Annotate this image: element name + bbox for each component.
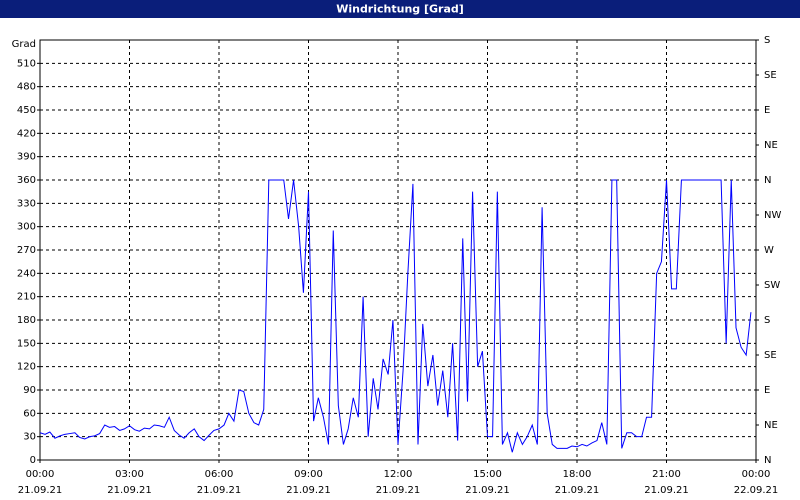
- x-tick-date: 21.09.21: [286, 485, 331, 496]
- x-tick-label: 21:00: [652, 469, 681, 480]
- y-tick-label: 300: [17, 222, 36, 233]
- y-tick-label: 150: [17, 338, 36, 349]
- y2-tick-label: W: [764, 245, 774, 256]
- x-tick-date: 21.09.21: [465, 485, 510, 496]
- x-tick-label: 09:00: [294, 469, 323, 480]
- x-tick-label: 06:00: [205, 469, 234, 480]
- y-tick-label: 210: [17, 292, 36, 303]
- data-line: [39, 179, 752, 453]
- y-tick-label: 450: [17, 105, 36, 116]
- x-tick-date: 21.09.21: [555, 485, 600, 496]
- y-tick-label: 360: [17, 175, 36, 186]
- y-tick-label: 30: [23, 432, 36, 443]
- title-bar: [0, 0, 800, 18]
- y-axis-label: Grad: [12, 39, 36, 50]
- y-tick-label: 240: [17, 268, 36, 279]
- x-tick-date: 21.09.21: [376, 485, 421, 496]
- y2-tick-label: N: [764, 175, 771, 186]
- y-tick-label: 180: [17, 315, 36, 326]
- y2-tick-label: S: [764, 315, 770, 326]
- x-tick-date: 22.09.21: [734, 485, 779, 496]
- y-tick-label: 0: [30, 455, 36, 466]
- y2-tick-label: NW: [764, 210, 781, 221]
- y-tick-label: 60: [23, 408, 36, 419]
- y-tick-label: 270: [17, 245, 36, 256]
- y-tick-label: 390: [17, 152, 36, 163]
- y-tick-label: 120: [17, 362, 36, 373]
- x-tick-label: 03:00: [115, 469, 144, 480]
- x-tick-date: 21.09.21: [197, 485, 242, 496]
- y-tick-label: 480: [17, 82, 36, 93]
- y2-tick-label: NE: [764, 420, 778, 431]
- y2-tick-label: E: [764, 385, 770, 396]
- y-tick-label: 510: [17, 58, 36, 69]
- y-tick-label: 330: [17, 198, 36, 209]
- x-tick-label: 00:00: [26, 469, 55, 480]
- y2-tick-label: S: [764, 35, 770, 46]
- x-tick-date: 21.09.21: [107, 485, 152, 496]
- y-tick-label: 90: [23, 385, 36, 396]
- y-tick-label: 420: [17, 128, 36, 139]
- y2-tick-label: SW: [764, 280, 780, 291]
- y2-tick-label: SE: [764, 70, 777, 81]
- x-tick-label: 15:00: [473, 469, 502, 480]
- y2-tick-label: E: [764, 105, 770, 116]
- y2-tick-label: NE: [764, 140, 778, 151]
- x-tick-date: 21.09.21: [18, 485, 63, 496]
- x-tick-label: 00:00: [742, 469, 771, 480]
- x-tick-label: 12:00: [384, 469, 413, 480]
- x-tick-label: 18:00: [563, 469, 592, 480]
- chart-title: Windrichtung [Grad]: [336, 3, 464, 16]
- y2-tick-label: N: [764, 455, 771, 466]
- x-tick-date: 21.09.21: [644, 485, 689, 496]
- y2-tick-label: SE: [764, 350, 777, 361]
